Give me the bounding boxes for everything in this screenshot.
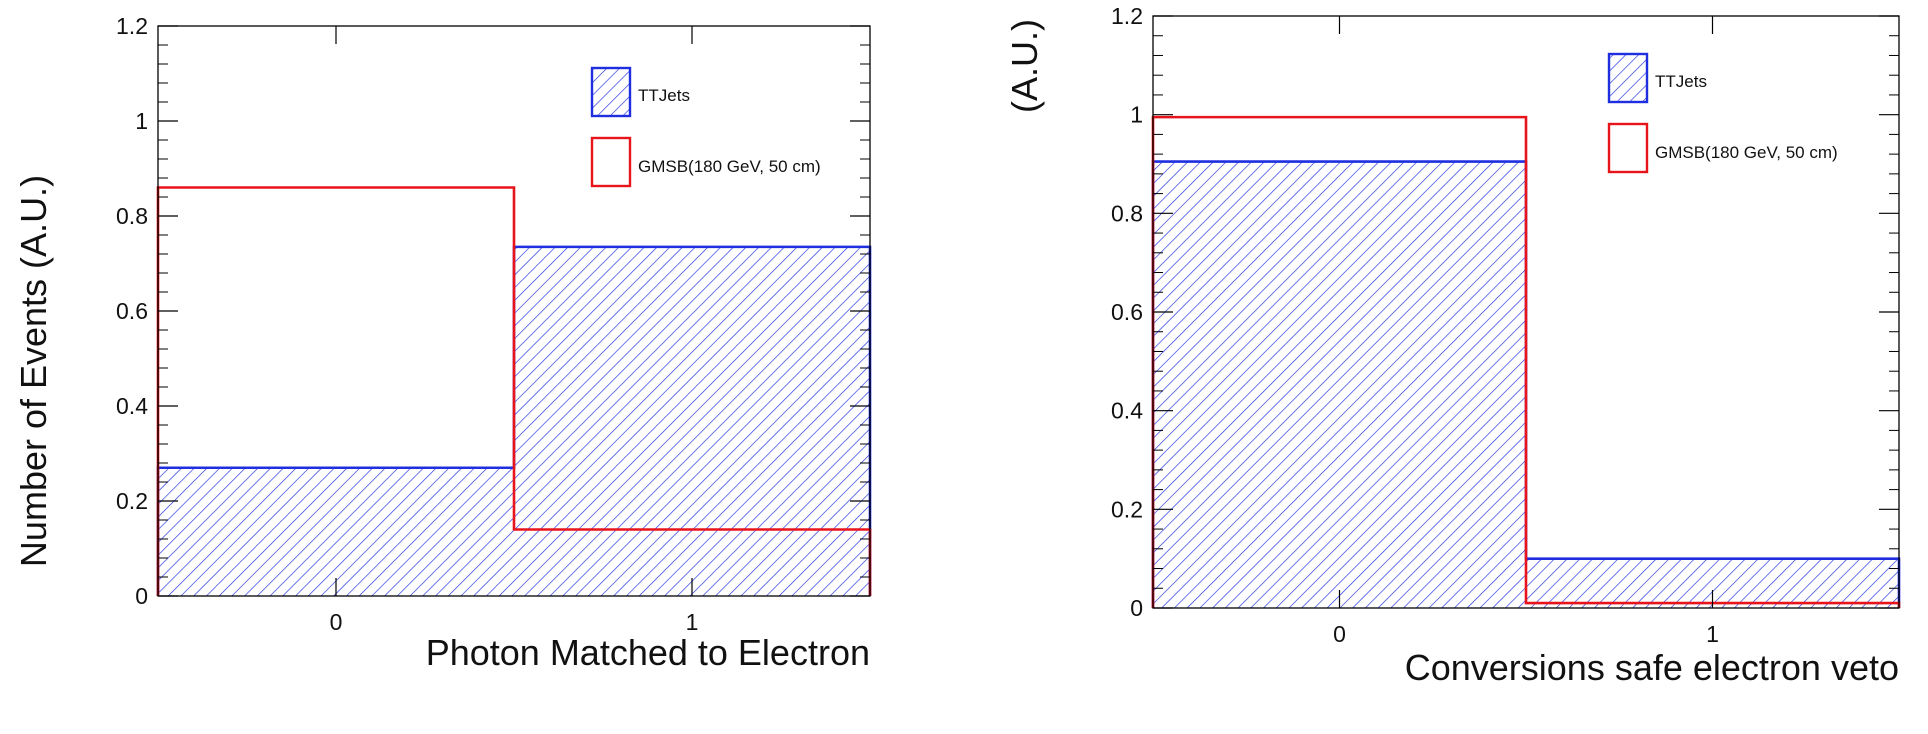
x-axis-title: Conversions safe electron veto — [1405, 647, 1899, 688]
y-axis-title: Number of Events (A.U.) — [13, 175, 54, 567]
y-tick-label: 0.8 — [1111, 200, 1143, 226]
y-tick-label: 1 — [135, 108, 148, 134]
x-axis-title: Photon Matched to Electron — [426, 632, 870, 673]
ttjets-bin-fill — [1153, 161, 1526, 609]
legend-label-gmsb: GMSB(180 GeV, 50 cm) — [1655, 143, 1838, 162]
legend-swatch-gmsb — [1607, 122, 1649, 174]
legend-label-ttjets: TTJets — [638, 86, 690, 105]
legend-label-ttjets: TTJets — [1655, 72, 1707, 91]
y-tick-label: 0.4 — [116, 393, 148, 419]
y-tick-label: 0.8 — [116, 203, 148, 229]
x-tick-label: 1 — [1706, 621, 1719, 647]
y-tick-label: 1 — [1130, 102, 1143, 128]
y-tick-label: 0 — [1130, 595, 1143, 621]
x-tick-label: 0 — [1333, 621, 1346, 647]
legend-swatch-ttjets — [1607, 52, 1649, 104]
y-tick-label: 0 — [135, 583, 148, 609]
legend-swatch-gmsb — [590, 136, 632, 188]
y-tick-label: 1.2 — [116, 13, 148, 39]
x-tick-label: 0 — [330, 609, 343, 635]
x-tick-label: 1 — [686, 609, 699, 635]
ttjets-bin-fill — [514, 246, 870, 596]
y-tick-label: 0.2 — [116, 488, 148, 514]
y-tick-label: 0.4 — [1111, 398, 1143, 424]
y-tick-label: 0.2 — [1111, 496, 1143, 522]
y-tick-label: 1.2 — [1111, 3, 1143, 29]
y-axis-title: (A.U.) — [1004, 19, 1045, 113]
legend-swatch-ttjets — [590, 66, 632, 118]
y-tick-label: 0.6 — [116, 298, 148, 324]
y-tick-label: 0.6 — [1111, 299, 1143, 325]
ttjets-bin-fill — [158, 467, 514, 596]
legend-label-gmsb: GMSB(180 GeV, 50 cm) — [638, 157, 821, 176]
